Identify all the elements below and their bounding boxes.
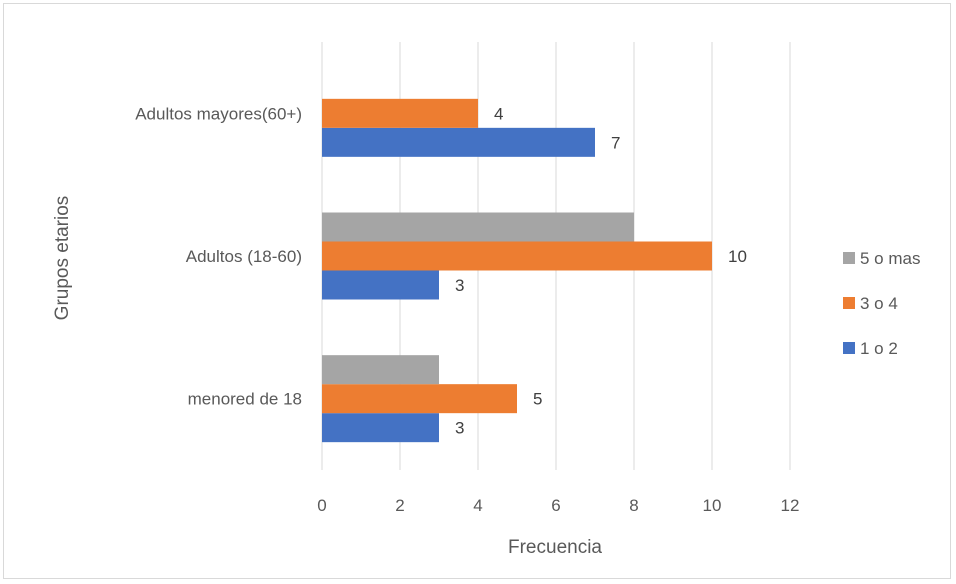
legend-label: 3 o 4 xyxy=(860,294,898,313)
category-label: menored de 18 xyxy=(188,390,302,409)
x-tick-label: 6 xyxy=(551,496,560,515)
x-axis-title: Frecuencia xyxy=(508,537,602,558)
legend: 5 o mas 3 o 4 1 o 2 xyxy=(843,249,920,358)
bar xyxy=(322,270,439,300)
y-axis-title: Grupos etarios xyxy=(52,196,73,321)
bars xyxy=(322,98,712,443)
data-labels: 3 5 3 10 7 4 xyxy=(455,104,747,437)
bar xyxy=(322,241,712,271)
bar xyxy=(322,355,439,385)
bar xyxy=(322,98,478,128)
x-tick-label: 0 xyxy=(317,496,326,515)
x-tick-label: 4 xyxy=(473,496,482,515)
legend-swatch xyxy=(843,297,855,309)
category-label: Adultos mayores(60+) xyxy=(135,104,302,123)
x-tick-label: 10 xyxy=(703,496,722,515)
x-tick-label: 8 xyxy=(629,496,638,515)
bar xyxy=(322,212,634,242)
data-label: 7 xyxy=(611,133,620,152)
data-label: 10 xyxy=(728,247,747,266)
legend-swatch xyxy=(843,252,855,264)
bar xyxy=(322,127,595,157)
legend-label: 5 o mas xyxy=(860,249,920,268)
data-label: 4 xyxy=(494,104,503,123)
category-labels: menored de 18 Adultos (18-60) Adultos mayo… xyxy=(135,104,302,408)
bar xyxy=(322,413,439,443)
legend-label: 1 o 2 xyxy=(860,339,898,358)
data-label: 5 xyxy=(533,390,542,409)
x-tick-labels: 0 2 4 6 8 10 12 xyxy=(317,496,799,515)
x-tick-label: 2 xyxy=(395,496,404,515)
data-label: 3 xyxy=(455,419,464,438)
bar xyxy=(322,384,517,414)
category-label: Adultos (18-60) xyxy=(186,247,302,266)
x-tick-label: 12 xyxy=(781,496,800,515)
legend-swatch xyxy=(843,342,855,354)
data-label: 3 xyxy=(455,276,464,295)
